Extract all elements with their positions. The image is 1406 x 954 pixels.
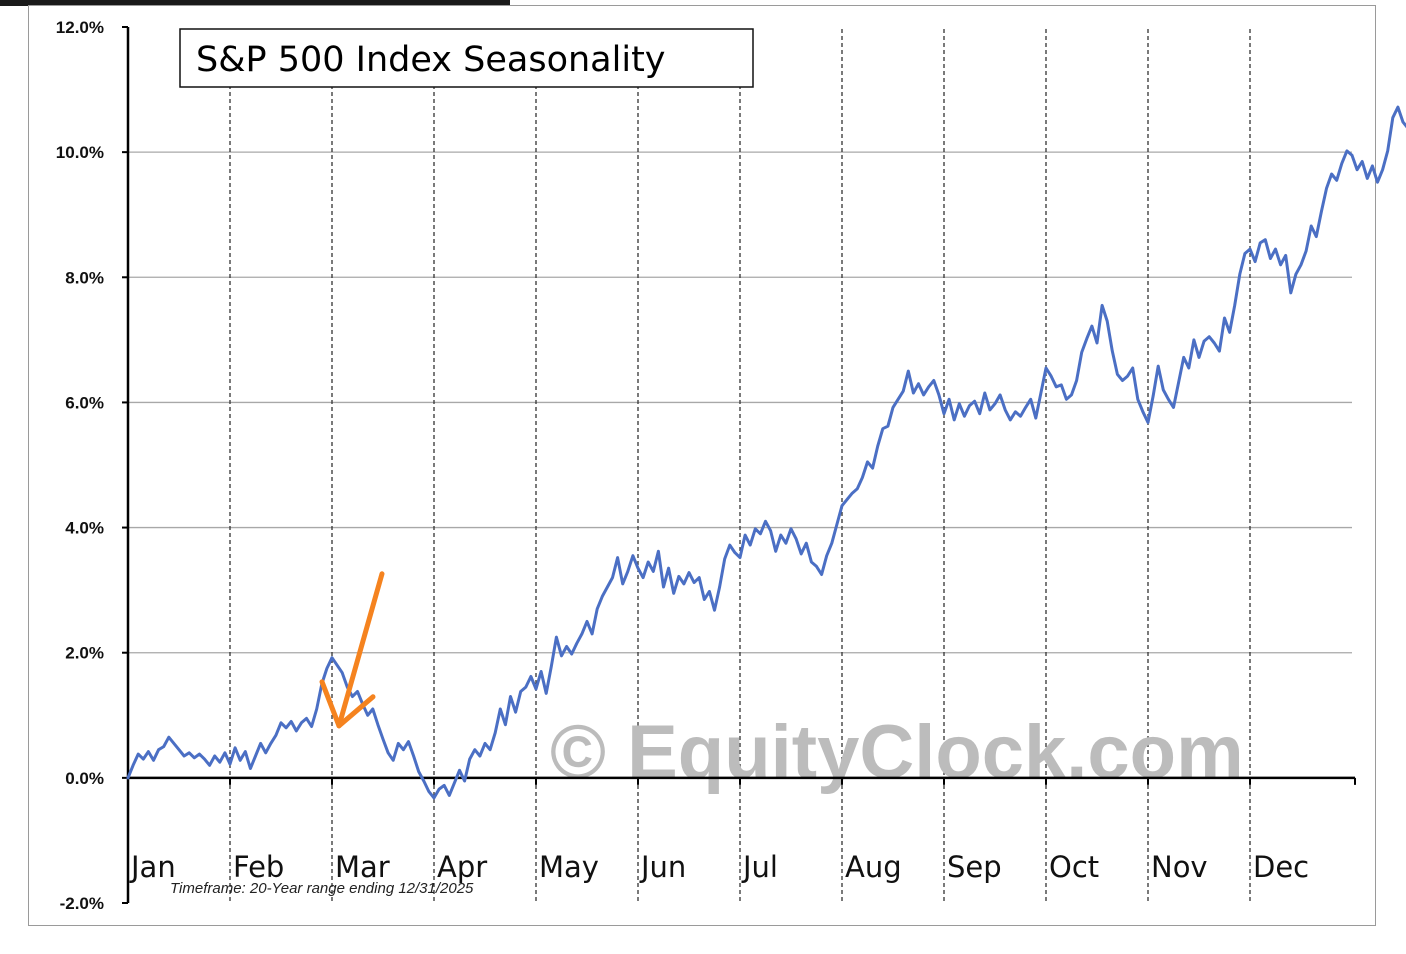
- seasonality-series-line: [126, 105, 1406, 800]
- y-tick-label-4: 4.0%: [65, 519, 104, 538]
- arrow-shaft: [336, 571, 385, 729]
- month-label-apr: Apr: [437, 850, 487, 884]
- month-label-nov: Nov: [1151, 850, 1208, 884]
- y-tick-label-7: -2.0%: [60, 894, 104, 913]
- month-label-mar: Mar: [335, 850, 390, 884]
- month-label-dec: Dec: [1253, 850, 1309, 884]
- month-label-oct: Oct: [1049, 850, 1099, 884]
- chart-frame: [28, 5, 1376, 926]
- y-tick-label-0: 12.0%: [56, 18, 104, 37]
- arrow-head-left: [319, 679, 342, 729]
- title-box: [179, 28, 754, 88]
- y-tick-labels: 12.0% 10.0% 8.0% 6.0% 4.0% 2.0% 0.0% -2.0%: [56, 18, 104, 913]
- y-tick-label-2: 8.0%: [65, 268, 104, 287]
- month-label-aug: Aug: [845, 850, 902, 884]
- annotation-arrow: [319, 571, 385, 729]
- month-label-jun: Jun: [639, 850, 686, 884]
- month-label-jul: Jul: [741, 850, 778, 884]
- arrow-head-right: [336, 694, 376, 729]
- month-divider-lines: [229, 29, 1251, 903]
- y-tick-label-6: 0.0%: [65, 769, 104, 788]
- y-tick-label-1: 10.0%: [56, 143, 104, 162]
- month-label-feb: Feb: [233, 850, 284, 884]
- timeframe-note: Timeframe: 20-Year range ending 12/31/20…: [170, 880, 474, 897]
- watermark-text: © EquityClock.com: [550, 710, 1244, 795]
- month-label-sep: Sep: [947, 850, 1002, 884]
- month-label-may: May: [539, 850, 599, 884]
- y-tick-label-5: 2.0%: [65, 644, 104, 663]
- chart-title: S&P 500 Index Seasonality: [196, 40, 666, 80]
- month-labels: Jan Feb Mar Apr May Jun Jul Aug Sep Oct Nov Dec: [129, 850, 1309, 884]
- y-tick-label-3: 6.0%: [65, 393, 104, 412]
- top-dark-bar: [0, 0, 510, 6]
- month-label-jan: Jan: [129, 850, 176, 884]
